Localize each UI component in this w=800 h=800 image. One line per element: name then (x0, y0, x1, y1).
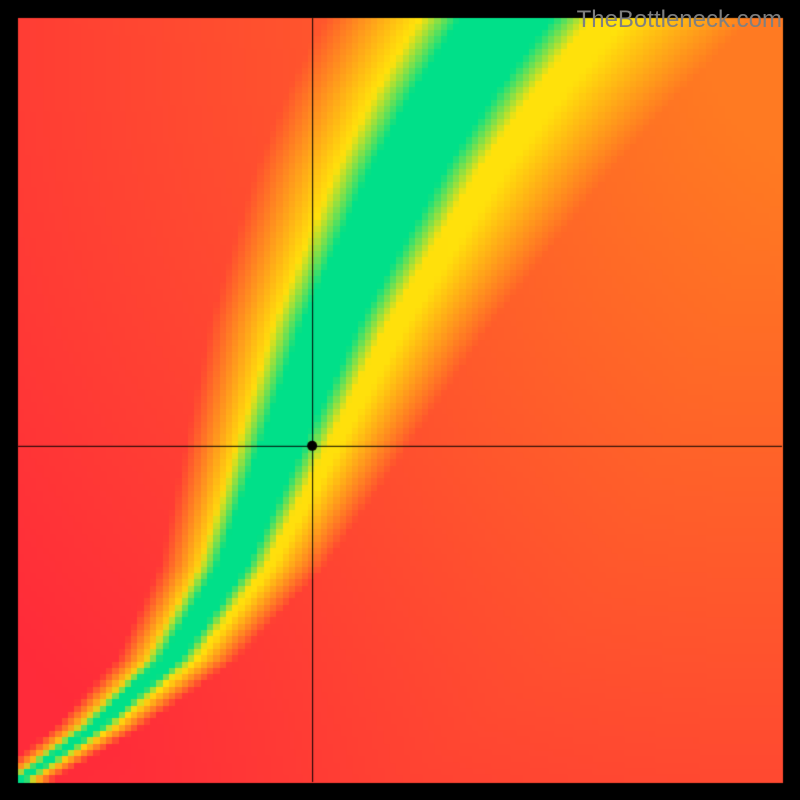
attribution-text: TheBottleneck.com (577, 6, 782, 34)
chart-container: TheBottleneck.com (0, 0, 800, 800)
crosshair-overlay (0, 0, 800, 800)
